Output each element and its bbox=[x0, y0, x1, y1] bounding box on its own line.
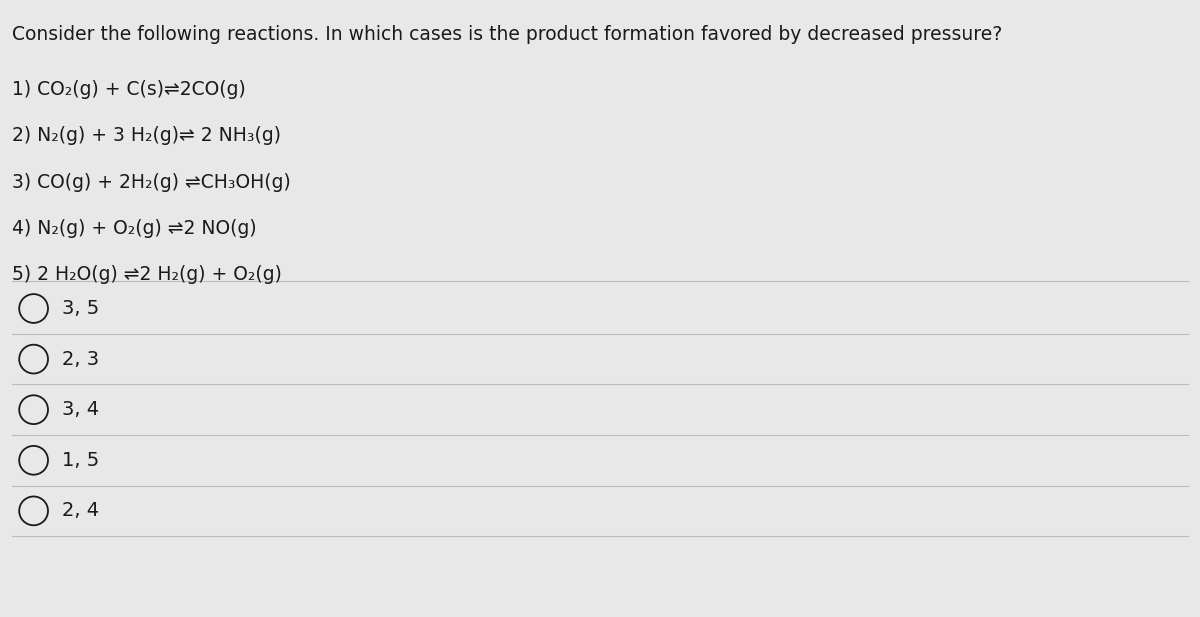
Text: 1) CO₂(g) + C(s)⇌2CO(g): 1) CO₂(g) + C(s)⇌2CO(g) bbox=[12, 80, 246, 99]
Text: Consider the following reactions. In which cases is the product formation favore: Consider the following reactions. In whi… bbox=[12, 25, 1002, 44]
Text: 4) N₂(g) + O₂(g) ⇌2 NO(g): 4) N₂(g) + O₂(g) ⇌2 NO(g) bbox=[12, 219, 257, 238]
Text: 2) N₂(g) + 3 H₂(g)⇌ 2 NH₃(g): 2) N₂(g) + 3 H₂(g)⇌ 2 NH₃(g) bbox=[12, 126, 281, 146]
Text: 2, 3: 2, 3 bbox=[62, 350, 100, 368]
Text: 3, 5: 3, 5 bbox=[62, 299, 100, 318]
Text: 3, 4: 3, 4 bbox=[62, 400, 100, 419]
Text: 2, 4: 2, 4 bbox=[62, 502, 100, 520]
Text: 3) CO(g) + 2H₂(g) ⇌CH₃OH(g): 3) CO(g) + 2H₂(g) ⇌CH₃OH(g) bbox=[12, 173, 290, 192]
Text: 5) 2 H₂O(g) ⇌2 H₂(g) + O₂(g): 5) 2 H₂O(g) ⇌2 H₂(g) + O₂(g) bbox=[12, 265, 282, 284]
Text: 1, 5: 1, 5 bbox=[62, 451, 100, 470]
